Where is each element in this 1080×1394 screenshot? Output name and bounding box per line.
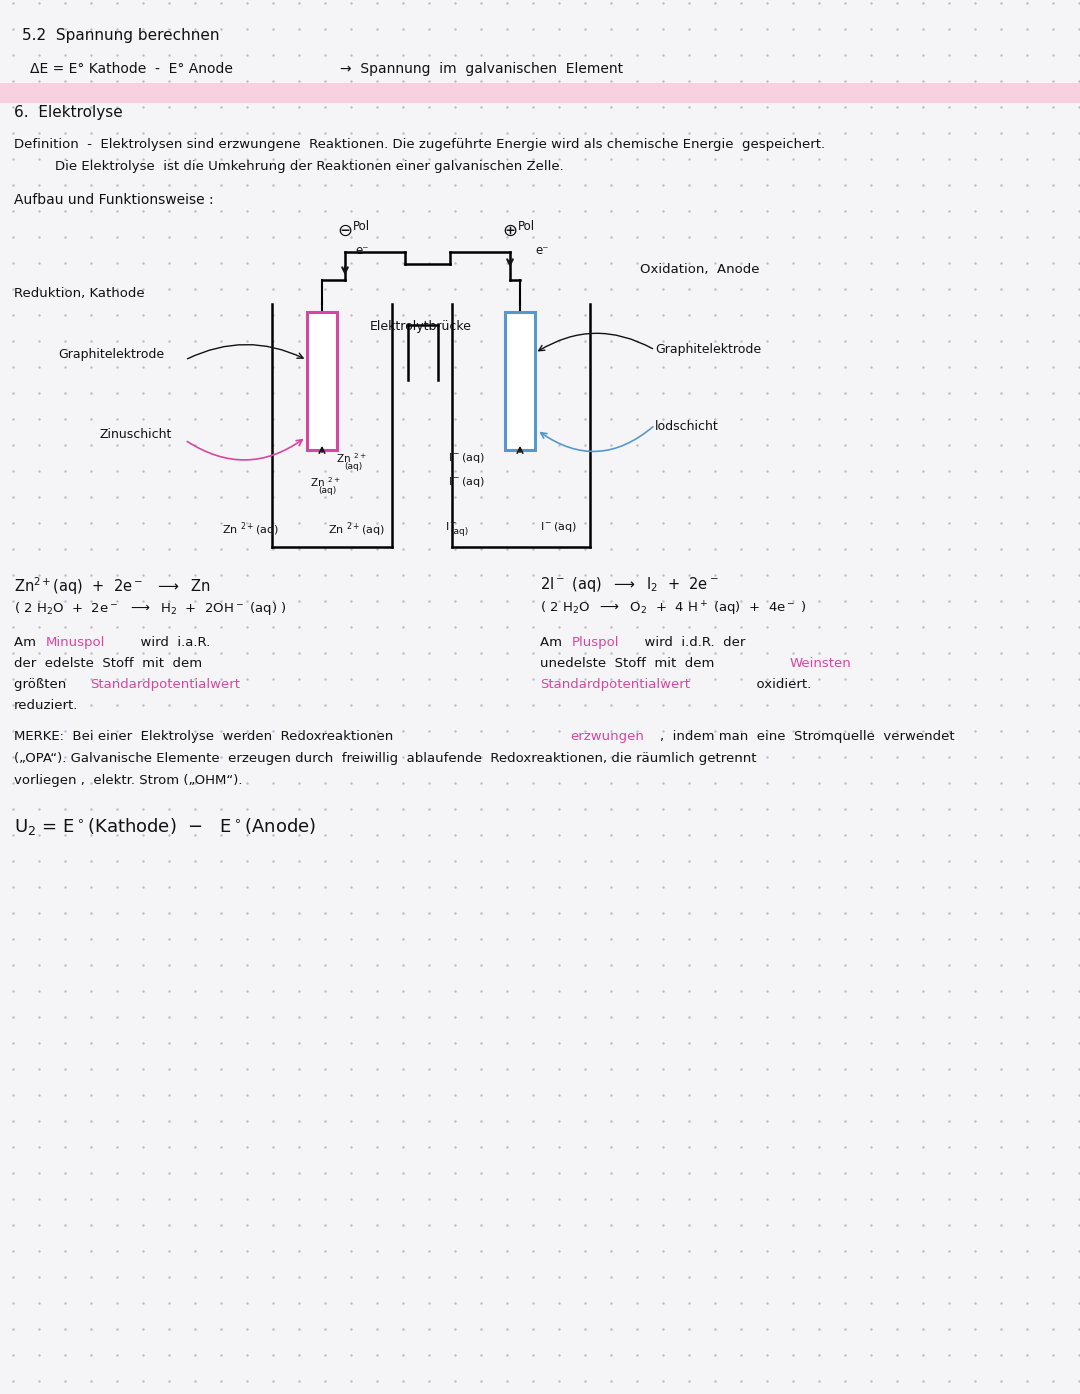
Text: →  Spannung  im  galvanischen  Element: → Spannung im galvanischen Element bbox=[340, 61, 623, 77]
Text: 5.2  Spannung berechnen: 5.2 Spannung berechnen bbox=[22, 28, 219, 43]
Text: („OPA“). Galvanische Elemente  erzeugen durch  freiwillig  ablaufende  Redoxreak: („OPA“). Galvanische Elemente erzeugen d… bbox=[14, 751, 756, 765]
Text: U$_2$ = E$^\circ$(Kathode)  $-$   E$^\circ$(Anode): U$_2$ = E$^\circ$(Kathode) $-$ E$^\circ$… bbox=[14, 815, 316, 836]
Text: ,  indem man  eine  Stromquelle  verwendet: , indem man eine Stromquelle verwendet bbox=[660, 730, 955, 743]
Text: Standardpotentialwert: Standardpotentialwert bbox=[90, 677, 240, 691]
Text: Pol: Pol bbox=[353, 220, 370, 233]
Text: (aq): (aq) bbox=[450, 527, 469, 537]
Text: Zinuschicht: Zinuschicht bbox=[100, 428, 173, 441]
Text: Reduktion, Kathode: Reduktion, Kathode bbox=[14, 287, 145, 300]
Text: lodschicht: lodschicht bbox=[654, 420, 719, 434]
Text: I$^-$(aq): I$^-$(aq) bbox=[448, 452, 485, 466]
Text: I$^-$(aq): I$^-$(aq) bbox=[540, 520, 577, 534]
Text: 2I$^-$ (aq)  $\longrightarrow$  I$_2$  +  2e$^-$: 2I$^-$ (aq) $\longrightarrow$ I$_2$ + 2e… bbox=[540, 574, 718, 594]
Text: ⊕: ⊕ bbox=[502, 222, 517, 240]
Text: ΔE = E° Kathode  -  E° Anode: ΔE = E° Kathode - E° Anode bbox=[30, 61, 233, 77]
Text: Aufbau und Funktionsweise :: Aufbau und Funktionsweise : bbox=[14, 192, 214, 206]
Text: Minuspol: Minuspol bbox=[46, 636, 106, 650]
Text: ( 2 H$_2$O  $\longrightarrow$  O$_2$  +  4 H$^+$ (aq)  +  4e$^-$ ): ( 2 H$_2$O $\longrightarrow$ O$_2$ + 4 H… bbox=[540, 599, 807, 619]
Text: Am: Am bbox=[14, 636, 44, 650]
Text: Zn $^{2+}$: Zn $^{2+}$ bbox=[336, 452, 366, 464]
Text: I$^-$(aq): I$^-$(aq) bbox=[448, 475, 485, 489]
Text: 6.  Elektrolyse: 6. Elektrolyse bbox=[14, 105, 123, 120]
Text: ( 2 H$_2$O  +  2e$^-$  $\longrightarrow$  H$_2$  +  2OH$^-$ (aq) ): ( 2 H$_2$O + 2e$^-$ $\longrightarrow$ H$… bbox=[14, 599, 286, 618]
Text: e⁻: e⁻ bbox=[355, 244, 368, 256]
Text: Zn$^{2+}$(aq)  +  2e$^-$  $\longrightarrow$  Zn: Zn$^{2+}$(aq) + 2e$^-$ $\longrightarrow$… bbox=[14, 574, 211, 597]
Text: Graphitelektrode: Graphitelektrode bbox=[58, 348, 164, 361]
Text: Definition  -  Elektrolysen sind erzwungene  Reaktionen. Die zugeführte Energie : Definition - Elektrolysen sind erzwungen… bbox=[14, 138, 825, 151]
Text: der  edelste  Stoff  mit  dem: der edelste Stoff mit dem bbox=[14, 657, 202, 671]
Bar bbox=[307, 312, 337, 450]
Text: Elektrolytbrücke: Elektrolytbrücke bbox=[370, 321, 472, 333]
Text: Zn $^{2+}$: Zn $^{2+}$ bbox=[310, 475, 340, 489]
Text: Weinsten: Weinsten bbox=[789, 657, 852, 671]
Text: (aq): (aq) bbox=[318, 487, 336, 495]
Bar bbox=[0, 84, 1080, 103]
Text: I$^-$: I$^-$ bbox=[445, 520, 458, 533]
Text: wird  i.a.R.: wird i.a.R. bbox=[132, 636, 211, 650]
Text: Oxidation,  Anode: Oxidation, Anode bbox=[640, 263, 759, 276]
Text: Pol: Pol bbox=[518, 220, 535, 233]
Text: oxidiert.: oxidiert. bbox=[748, 677, 811, 691]
Text: Am: Am bbox=[540, 636, 570, 650]
Text: größten: größten bbox=[14, 677, 75, 691]
Text: vorliegen ,  elektr. Strom („OHM“).: vorliegen , elektr. Strom („OHM“). bbox=[14, 774, 243, 788]
Text: Die Elektrolyse  ist die Umkehrung der Reaktionen einer galvanischen Zelle.: Die Elektrolyse ist die Umkehrung der Re… bbox=[55, 160, 564, 173]
Text: Zn $^{2+}$(aq): Zn $^{2+}$(aq) bbox=[222, 520, 279, 538]
Text: (aq): (aq) bbox=[345, 461, 362, 471]
Text: Graphitelektrode: Graphitelektrode bbox=[654, 343, 761, 355]
Text: erzwungen: erzwungen bbox=[570, 730, 644, 743]
Text: reduziert.: reduziert. bbox=[14, 698, 79, 712]
Text: Zn $^{2+}$(aq): Zn $^{2+}$(aq) bbox=[328, 520, 384, 538]
Text: e⁻: e⁻ bbox=[535, 244, 549, 256]
Bar bbox=[505, 312, 535, 450]
Text: MERKE:  Bei einer  Elektrolyse  werden  Redoxreaktionen: MERKE: Bei einer Elektrolyse werden Redo… bbox=[14, 730, 402, 743]
Text: ⊖: ⊖ bbox=[337, 222, 352, 240]
Text: wird  i.d.R.  der: wird i.d.R. der bbox=[636, 636, 745, 650]
Text: unedelste  Stoff  mit  dem: unedelste Stoff mit dem bbox=[540, 657, 723, 671]
Text: Standardpotentialwert: Standardpotentialwert bbox=[540, 677, 690, 691]
Text: Pluspol: Pluspol bbox=[572, 636, 620, 650]
